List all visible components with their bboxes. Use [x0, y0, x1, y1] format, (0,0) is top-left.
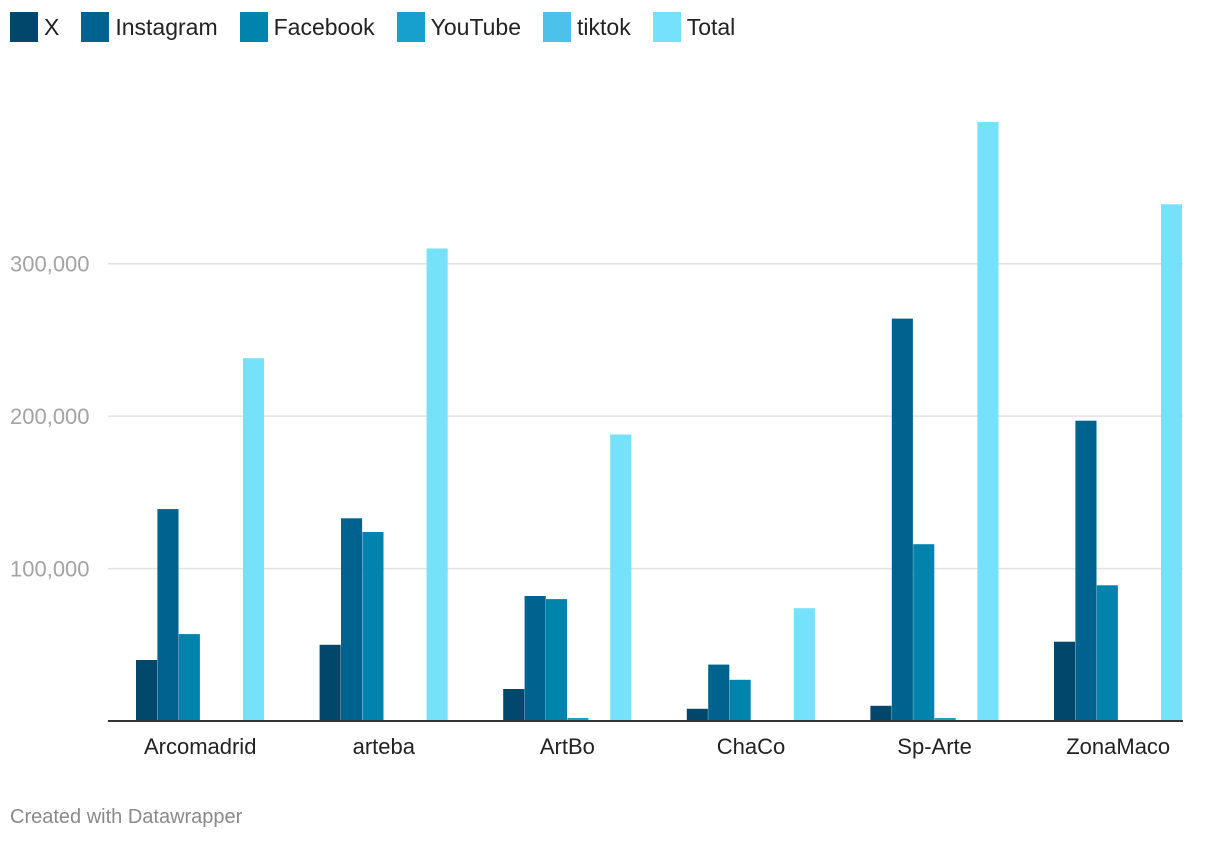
bar-total-artbo[interactable] — [610, 434, 632, 722]
bar-x-chaco[interactable] — [686, 708, 708, 721]
bar-x-sp-arte[interactable] — [870, 705, 892, 721]
gridlines — [108, 262, 1183, 570]
bar-facebook-chaco[interactable] — [729, 679, 751, 721]
bar-group-arteba — [319, 248, 448, 722]
x-category-label: arteba — [353, 734, 416, 759]
legend-label: Facebook — [273, 13, 375, 40]
x-category-label: Sp-Arte — [897, 734, 972, 759]
legend-label: tiktok — [577, 13, 631, 40]
bar-instagram-arteba[interactable] — [341, 518, 363, 721]
bar-instagram-chaco[interactable] — [708, 664, 730, 721]
bar-instagram-sp-arte[interactable] — [891, 318, 913, 721]
bar-instagram-arcomadrid[interactable] — [157, 509, 179, 721]
legend-item-facebook: Facebook — [239, 12, 375, 42]
bar-youtube-artbo[interactable] — [567, 718, 589, 721]
bar-group-arcomadrid — [136, 358, 265, 721]
bar-group-artbo — [503, 434, 632, 722]
legend-swatch — [10, 12, 38, 42]
bar-x-arteba[interactable] — [319, 644, 341, 721]
bar-x-artbo[interactable] — [503, 689, 525, 721]
x-category-label: ChaCo — [717, 734, 785, 759]
bar-facebook-arcomadrid[interactable] — [178, 634, 200, 721]
bar-groups — [136, 122, 1183, 722]
bar-x-zonamaco[interactable] — [1054, 641, 1076, 721]
bar-group-zonamaco — [1054, 204, 1183, 722]
bar-group-chaco — [686, 608, 815, 721]
bar-total-arcomadrid[interactable] — [243, 358, 265, 721]
bar-instagram-artbo[interactable] — [524, 596, 546, 721]
bar-total-sp-arte[interactable] — [977, 122, 999, 721]
legend-label: X — [44, 13, 60, 40]
bar-total-zonamaco[interactable] — [1161, 204, 1183, 722]
bar-total-chaco[interactable] — [793, 608, 815, 721]
bar-instagram-zonamaco[interactable] — [1075, 420, 1097, 721]
bar-facebook-sp-arte[interactable] — [913, 544, 935, 721]
legend-swatch — [543, 12, 572, 42]
bar-facebook-artbo[interactable] — [546, 599, 568, 721]
legend-item-instagram: Instagram — [81, 12, 218, 42]
x-category-label: Arcomadrid — [144, 734, 256, 759]
legend-item-total: Total — [652, 12, 736, 42]
legend-label: Total — [686, 13, 736, 40]
chart-legend: X Instagram Facebook YouTube tiktok Total — [10, 10, 757, 44]
y-tick-label: 100,000 — [10, 557, 90, 582]
x-category-label: ArtBo — [540, 734, 595, 759]
y-tick-label: 200,000 — [10, 404, 90, 429]
y-tick-label: 300,000 — [10, 252, 90, 277]
legend-swatch — [652, 12, 681, 42]
legend-swatch — [81, 12, 110, 42]
datawrapper-credit[interactable]: Created with Datawrapper — [10, 806, 243, 828]
legend-item-x: X — [10, 12, 59, 42]
legend-label: Instagram — [115, 13, 218, 40]
axis-labels: 100,000 200,000 300,000 Arcomadrid arteba Art… — [10, 252, 1170, 759]
legend-swatch — [239, 12, 268, 42]
bar-facebook-arteba[interactable] — [362, 532, 384, 721]
bar-group-sp-arte — [870, 122, 999, 721]
bar-total-arteba[interactable] — [426, 248, 448, 722]
bar-x-arcomadrid[interactable] — [136, 660, 158, 721]
legend-item-tiktok: tiktok — [543, 12, 631, 42]
legend-item-youtube: YouTube — [396, 12, 522, 42]
legend-swatch — [396, 12, 425, 42]
legend-label: YouTube — [430, 13, 522, 40]
bar-youtube-sp-arte[interactable] — [934, 718, 956, 721]
x-category-label: ZonaMaco — [1066, 734, 1170, 759]
bar-facebook-zonamaco[interactable] — [1096, 585, 1118, 721]
